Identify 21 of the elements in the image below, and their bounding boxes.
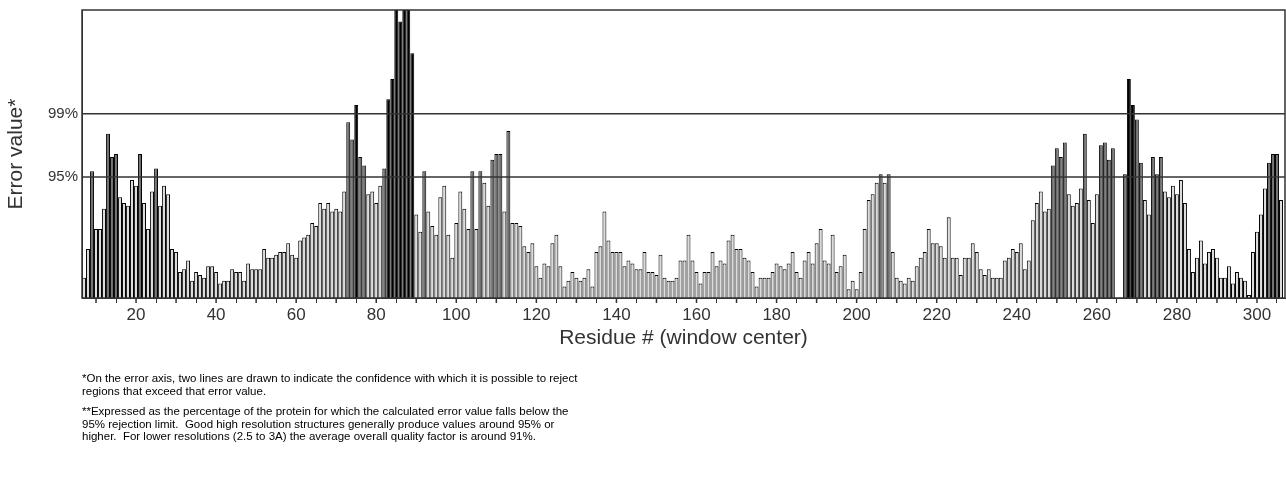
x-tick-label: 140	[602, 304, 631, 324]
text: *On the error axis, two lines are drawn to indicate the confidence with which it is possible to reject regions that exceed that error value.	[82, 372, 579, 397]
x-axis-title: Residue # (window center)	[559, 325, 808, 349]
x-tick-label: 100	[442, 304, 471, 324]
x-tick-label: 180	[762, 304, 791, 324]
x-tick-label: 240	[1002, 304, 1031, 324]
x-tick-label: 160	[682, 304, 711, 324]
text: 99%	[47, 103, 78, 121]
text: 95%	[47, 167, 78, 185]
text: **Expressed as the percentage of the protein for which the calculated error value falls below the 95% rejection limit. Good high resolution structures generally produce values around 95% or higher. For lower resolutions (2.5 to 3A) the average overall quality factor is around 91%.	[82, 405, 570, 443]
y-axis-title: Error value*	[3, 98, 27, 210]
x-tick-label: 120	[522, 304, 551, 324]
x-tick-label: 80	[366, 304, 386, 324]
x-tick-label: 20	[126, 304, 146, 324]
x-tick-label: 280	[1162, 304, 1192, 324]
x-tick-label: 60	[286, 304, 306, 324]
x-tick-label: 200	[842, 304, 871, 324]
x-tick-label: 40	[206, 304, 226, 324]
x-tick-label: 220	[922, 304, 951, 324]
x-tick-label: 260	[1082, 304, 1112, 324]
x-tick-label: 300	[1242, 304, 1272, 324]
